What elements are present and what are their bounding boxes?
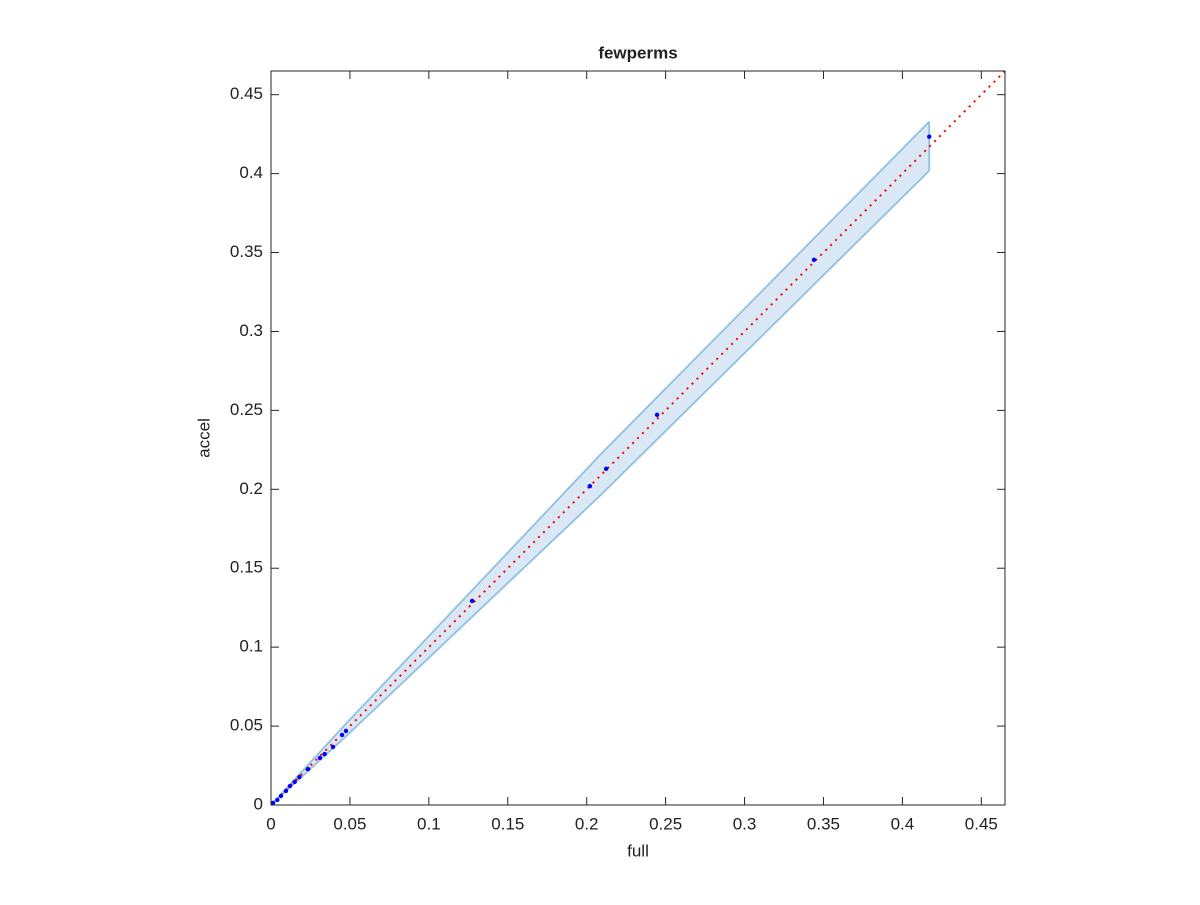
chart-title: fewperms bbox=[598, 43, 677, 62]
data-point bbox=[469, 598, 475, 604]
data-point bbox=[811, 257, 817, 262]
y-tick-label: 0.1 bbox=[239, 637, 263, 656]
data-point bbox=[283, 788, 289, 794]
x-tick-label: 0 bbox=[266, 814, 275, 833]
y-tick-label: 0 bbox=[254, 794, 263, 813]
data-point bbox=[270, 800, 276, 806]
data-point bbox=[654, 412, 660, 417]
y-tick-label: 0.2 bbox=[239, 479, 263, 498]
data-point bbox=[278, 793, 284, 799]
data-point bbox=[275, 797, 280, 803]
y-tick-label: 0.25 bbox=[230, 400, 263, 419]
axes-box bbox=[270, 70, 1006, 806]
x-tick-label: 0.3 bbox=[733, 814, 757, 833]
band-edge bbox=[270, 121, 930, 806]
x-tick-label: 0.2 bbox=[575, 814, 599, 833]
data-point bbox=[603, 466, 609, 471]
x-tick-label: 0.25 bbox=[649, 814, 682, 833]
y-tick-label: 0.3 bbox=[239, 321, 263, 340]
data-point bbox=[287, 783, 293, 789]
y-tick-label: 0.4 bbox=[239, 163, 263, 182]
data-point bbox=[343, 728, 349, 734]
x-tick-label: 0.35 bbox=[807, 814, 840, 833]
data-point bbox=[317, 755, 323, 761]
data-point bbox=[322, 751, 327, 757]
data-point bbox=[927, 134, 932, 139]
x-axis-label: full bbox=[627, 841, 649, 860]
x-tick-label: 0.1 bbox=[417, 814, 441, 833]
y-tick-label: 0.45 bbox=[230, 84, 263, 103]
data-point bbox=[587, 483, 593, 489]
data-point bbox=[297, 774, 302, 780]
y-tick-label: 0.35 bbox=[230, 242, 263, 261]
data-point bbox=[292, 779, 297, 785]
band-fill bbox=[271, 121, 930, 805]
data-point bbox=[330, 744, 336, 750]
reference-line bbox=[270, 70, 1006, 806]
x-tick-label: 0.05 bbox=[333, 814, 366, 833]
x-tick-label: 0.45 bbox=[965, 814, 998, 833]
x-tick-label: 0.4 bbox=[891, 814, 915, 833]
x-tick-label: 0.15 bbox=[491, 814, 524, 833]
y-axis-label: accel bbox=[194, 418, 213, 458]
data-point bbox=[339, 732, 345, 738]
y-tick-label: 0.05 bbox=[230, 716, 263, 735]
y-tick-label: 0.15 bbox=[230, 558, 263, 577]
data-point bbox=[305, 766, 311, 772]
